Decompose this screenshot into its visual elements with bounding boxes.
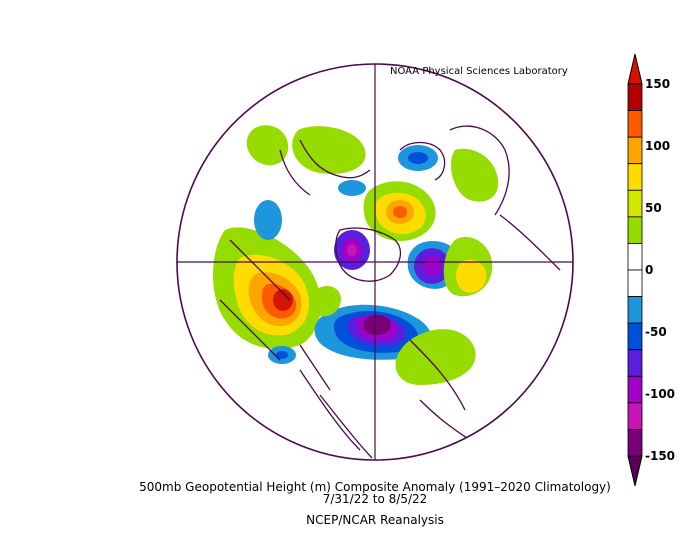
- positive-anomaly-hudson-bay: [292, 126, 366, 174]
- positive-anomaly-atlantic: [450, 148, 499, 202]
- negative-anomaly-arctic: [338, 180, 366, 196]
- colorbar-arrow-low: [627, 455, 643, 487]
- coastline-europe: [449, 125, 561, 271]
- colorbar-swatch: [627, 136, 643, 165]
- negative-anomaly-labrador-core: [423, 256, 441, 276]
- map-boundary: [176, 63, 574, 461]
- colorbar-swatch: [627, 322, 643, 351]
- positive-anomaly-africa: [395, 329, 476, 385]
- colorbar-swatch: [627, 163, 643, 191]
- coastline-canada: [279, 139, 371, 196]
- coastline-arctic: [335, 227, 402, 282]
- positive-anomaly-central-asia: [246, 125, 289, 166]
- caption-source: NCEP/NCAR Reanalysis: [306, 513, 444, 527]
- caption-dates: 7/31/22 to 8/5/22: [322, 492, 428, 506]
- coastline-north-america: [299, 344, 373, 459]
- negative-anomaly-kara-center: [347, 244, 357, 256]
- colorbar-tick-label: -100: [645, 387, 676, 401]
- negative-anomaly-north-atlantic-core: [408, 152, 428, 164]
- colorbar-tick-label: -50: [645, 325, 667, 339]
- colorbar-swatch: [627, 375, 643, 404]
- colorbar-swatch: [627, 429, 643, 457]
- colorbar-swatch: [627, 402, 643, 430]
- colorbar-tick-label: 100: [645, 139, 671, 153]
- anomaly-field: [212, 125, 499, 385]
- colorbar-arrow-high: [627, 53, 643, 85]
- coastline-asia: [219, 239, 291, 361]
- positive-anomaly-arctic-canada-core: [393, 206, 407, 218]
- positive-anomaly-west-asia: [309, 285, 341, 317]
- colorbar-swatch: [627, 269, 643, 297]
- colorbar-swatch: [627, 349, 643, 377]
- colorbar-swatch: [627, 243, 643, 271]
- colorbar-tick-label: 150: [645, 77, 671, 91]
- negative-anomaly-siberia-core: [363, 315, 391, 335]
- negative-anomaly-alaska-core: [276, 351, 288, 359]
- coastlines: [219, 125, 561, 459]
- positive-anomaly-pacific-core: [273, 289, 293, 311]
- colorbar-swatch: [627, 189, 643, 218]
- colorbar-tick-label: 50: [645, 201, 662, 215]
- colorbar: [627, 53, 643, 487]
- colorbar-swatch: [627, 110, 643, 138]
- colorbar-swatch: [627, 83, 643, 111]
- caption-title: 500mb Geopotential Height (m) Composite …: [139, 480, 611, 494]
- colorbar-tick-label: -150: [645, 449, 676, 463]
- colorbar-tick-label: 0: [645, 263, 654, 277]
- positive-anomaly-europe-50: [456, 259, 487, 293]
- colorbar-swatch: [627, 296, 643, 324]
- colorbar-swatch: [627, 216, 643, 244]
- coastline-greenland: [399, 141, 446, 181]
- credit-label: NOAA Physical Sciences Laboratory: [390, 66, 568, 77]
- negative-anomaly-siberia-east: [254, 200, 282, 240]
